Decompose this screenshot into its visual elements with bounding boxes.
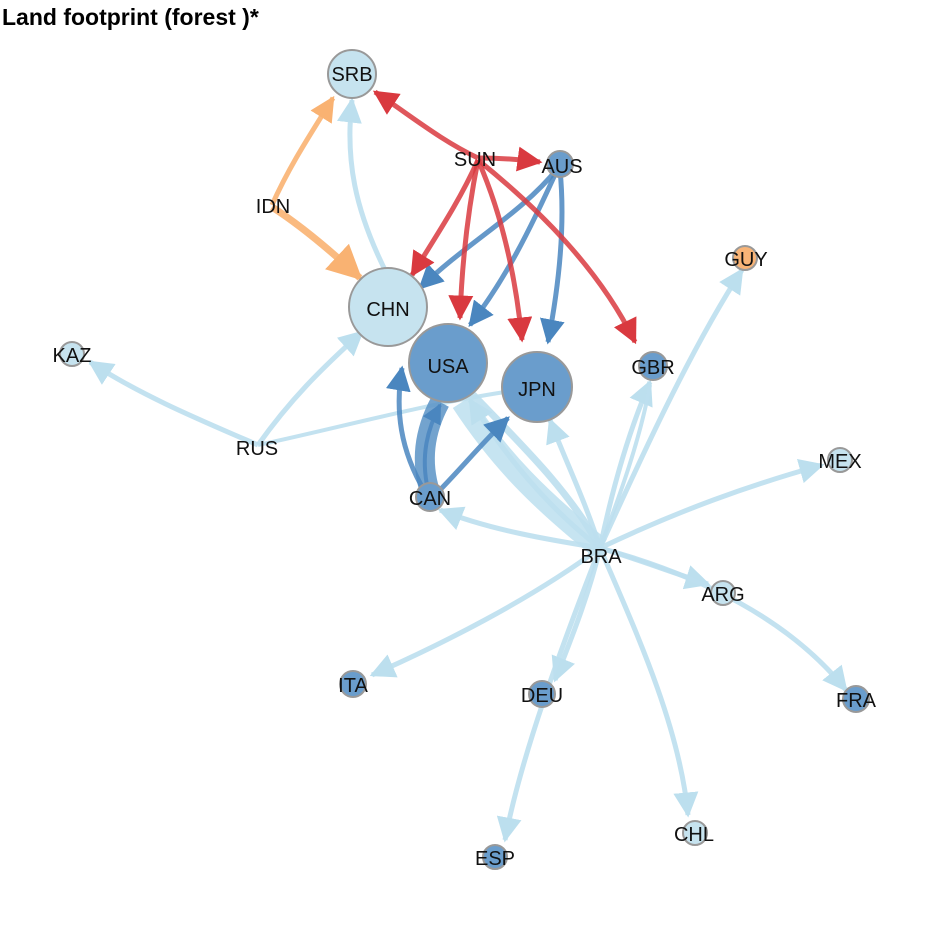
label-can: CAN bbox=[409, 488, 451, 510]
label-chl: CHL bbox=[674, 824, 714, 846]
node-chl[interactable] bbox=[682, 820, 708, 846]
node-chn[interactable] bbox=[348, 267, 428, 347]
node-kaz[interactable] bbox=[59, 341, 85, 367]
edge-can-usa bbox=[422, 403, 442, 491]
edge-sun-usa bbox=[448, 159, 481, 321]
node-can[interactable] bbox=[415, 482, 445, 512]
label-aus: AUS bbox=[541, 156, 582, 178]
label-sun: SUN bbox=[454, 149, 496, 171]
edge-chn-srb bbox=[336, 97, 389, 274]
node-gbr[interactable] bbox=[638, 351, 668, 381]
edge-sun-aus bbox=[477, 146, 543, 172]
edge-rus-kaz bbox=[87, 359, 259, 448]
node-labels: SRB SUN AUS IDN GUY CHN USA JPN GBR KAZ … bbox=[53, 64, 877, 870]
edge-bra-mex bbox=[598, 458, 825, 551]
label-guy: GUY bbox=[724, 249, 767, 271]
node-deu[interactable] bbox=[528, 680, 556, 708]
label-bra: BRA bbox=[580, 546, 622, 568]
edge-sun-jpn bbox=[475, 158, 533, 343]
label-fra: FRA bbox=[836, 690, 877, 712]
edge-rus-chn bbox=[255, 330, 364, 447]
edge-can-usa-left bbox=[385, 365, 428, 494]
edge-bra-fra bbox=[599, 545, 848, 692]
nodes bbox=[59, 49, 870, 870]
edge-bra-guy bbox=[597, 267, 745, 550]
edges-red bbox=[372, 89, 638, 345]
edge-aus-usa bbox=[468, 166, 561, 327]
node-usa[interactable] bbox=[408, 323, 488, 403]
edge-bra-ita bbox=[369, 545, 602, 678]
edge-sun-srb bbox=[372, 89, 480, 161]
edges-orange bbox=[269, 95, 363, 281]
label-chn: CHN bbox=[366, 299, 409, 321]
label-arg: ARG bbox=[701, 584, 744, 606]
label-esp: ESP bbox=[475, 848, 515, 870]
edge-bra-gbr bbox=[597, 379, 653, 549]
edge-can-jpn bbox=[433, 416, 510, 497]
edge-aus-chn bbox=[418, 166, 560, 290]
node-ita[interactable] bbox=[339, 670, 367, 698]
edge-aus-jpn bbox=[540, 169, 565, 345]
label-ita: ITA bbox=[338, 675, 368, 697]
node-guy[interactable] bbox=[732, 245, 758, 271]
node-arg[interactable] bbox=[710, 580, 736, 606]
label-jpn: JPN bbox=[518, 379, 556, 401]
node-mex[interactable] bbox=[827, 447, 853, 473]
chart-title: Land footprint (forest )* bbox=[2, 4, 259, 30]
label-usa: USA bbox=[427, 356, 469, 378]
edge-bra-gbr-2 bbox=[598, 384, 652, 549]
node-esp[interactable] bbox=[482, 844, 508, 870]
node-jpn[interactable] bbox=[501, 351, 573, 423]
edge-bra-usa-head bbox=[467, 397, 602, 550]
label-kaz: KAZ bbox=[53, 345, 92, 367]
edge-rus-jpn bbox=[257, 390, 506, 447]
edges-blue bbox=[385, 166, 565, 497]
label-gbr: GBR bbox=[631, 357, 674, 379]
edge-bra-can bbox=[437, 506, 601, 551]
edge-bra-chl bbox=[597, 547, 699, 818]
label-idn: IDN bbox=[256, 196, 290, 218]
node-fra[interactable] bbox=[842, 685, 870, 713]
label-rus: RUS bbox=[236, 438, 278, 460]
edge-idn-chn bbox=[270, 204, 363, 281]
label-mex: MEX bbox=[818, 451, 861, 473]
edge-sun-gbr bbox=[476, 158, 638, 345]
label-srb: SRB bbox=[331, 64, 372, 86]
node-srb[interactable] bbox=[327, 49, 377, 99]
label-deu: DEU bbox=[521, 685, 563, 707]
edge-idn-srb bbox=[269, 95, 336, 207]
node-aus[interactable] bbox=[546, 150, 574, 178]
edge-sun-chn bbox=[409, 158, 481, 278]
